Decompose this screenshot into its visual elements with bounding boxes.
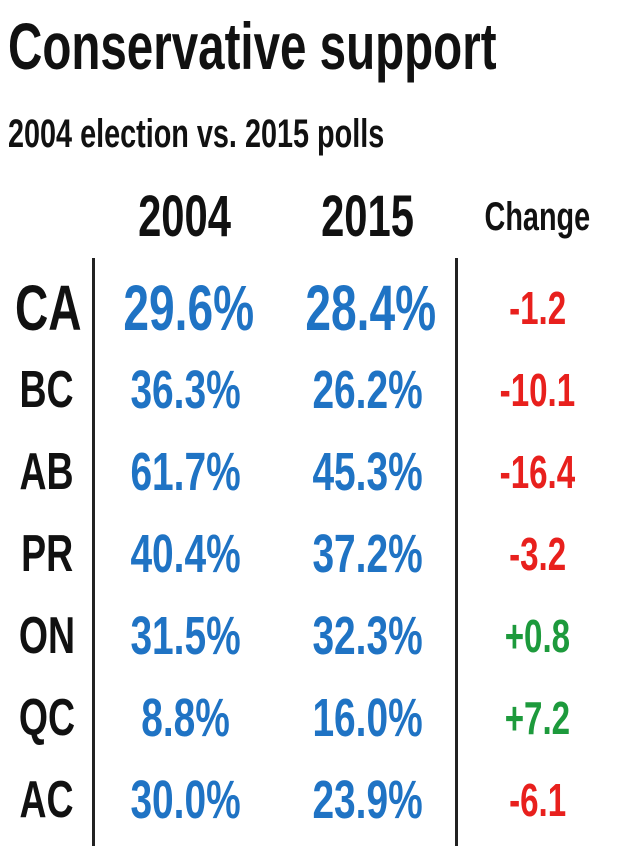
region-label: AB — [19, 443, 75, 501]
region-label: QC — [18, 689, 76, 747]
value-2004: 29.6% — [123, 272, 255, 344]
value-2004: 61.7% — [130, 442, 242, 502]
value-2015: 28.4% — [305, 272, 437, 344]
column-divider-right — [455, 258, 458, 846]
change-value: -10.1 — [499, 364, 576, 416]
value-2015: 37.2% — [312, 524, 424, 584]
value-2004: 8.8% — [141, 688, 231, 748]
value-2015: 45.3% — [312, 442, 424, 502]
value-2015: 16.0% — [312, 688, 424, 748]
region-label: PR — [20, 525, 74, 583]
column-header-2004: 2004 — [138, 184, 232, 249]
change-value: -16.4 — [499, 446, 576, 498]
value-2015: 23.9% — [312, 770, 424, 830]
value-2015: 26.2% — [312, 360, 424, 420]
change-value: -3.2 — [508, 528, 567, 580]
region-label: ON — [18, 607, 76, 665]
change-value: -1.2 — [508, 282, 567, 334]
column-divider-left — [92, 258, 95, 846]
value-2004: 36.3% — [130, 360, 242, 420]
value-2004: 30.0% — [130, 770, 242, 830]
change-value: +7.2 — [504, 692, 571, 744]
column-header-change: Change — [484, 195, 591, 239]
region-label: CA — [14, 272, 82, 344]
change-value: -6.1 — [508, 774, 567, 826]
chart-subtitle: 2004 election vs. 2015 polls — [8, 112, 385, 156]
value-2015: 32.3% — [312, 606, 424, 666]
value-2004: 40.4% — [130, 524, 242, 584]
region-label: BC — [19, 361, 75, 419]
value-2004: 31.5% — [130, 606, 242, 666]
change-value: +0.8 — [504, 610, 571, 662]
region-label: AC — [19, 771, 75, 829]
chart-title: Conservative support — [8, 9, 497, 83]
column-header-2015: 2015 — [321, 184, 415, 249]
